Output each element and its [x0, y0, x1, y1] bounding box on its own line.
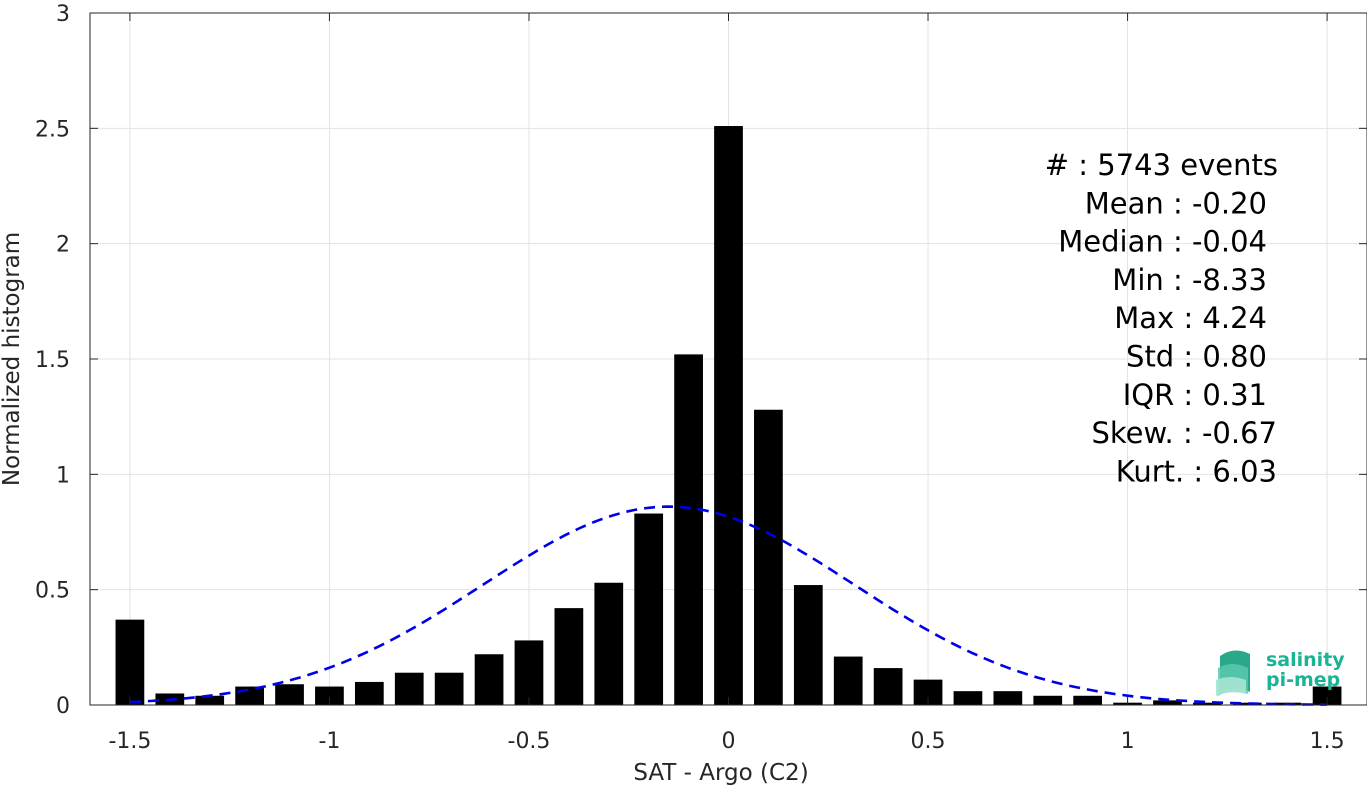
logo-line2: pi-mep: [1266, 669, 1340, 691]
histogram-bar: [674, 354, 703, 705]
histogram-bar: [434, 672, 464, 705]
stat-line: Kurt. : 6.03: [1116, 454, 1277, 488]
statistics-box: # : 5743 events Mean : -0.20 Median : -0.0…: [1045, 148, 1278, 488]
x-tick-label: -1: [318, 729, 340, 754]
stat-line: Std : 0.80: [1126, 340, 1267, 374]
histogram-bar: [554, 608, 584, 705]
histogram-bar: [754, 409, 783, 705]
histogram-bar: [235, 686, 264, 705]
histogram-bar: [394, 672, 424, 705]
stat-line: Mean : -0.20: [1085, 186, 1267, 220]
histogram-bar: [833, 656, 863, 705]
histogram-bar: [514, 640, 544, 705]
histogram-bars: [115, 126, 1342, 705]
y-tick-label: 3: [56, 2, 70, 27]
histogram-bar: [953, 691, 983, 705]
stat-line: Min : -8.33: [1112, 263, 1267, 297]
y-tick-label: 2.5: [35, 117, 70, 142]
y-axis-label: Normalized histogram: [0, 232, 25, 486]
histogram-bar: [714, 126, 743, 705]
histogram-bar: [594, 582, 624, 705]
histogram-bar: [1033, 695, 1063, 705]
stat-line: Skew. : -0.67: [1091, 416, 1277, 450]
y-tick-label: 1.5: [35, 348, 70, 373]
histogram-bar: [1153, 700, 1182, 705]
histogram-bar: [634, 513, 664, 705]
x-tick-label: 0.5: [911, 729, 946, 754]
y-axis-ticks: 0 0.5 1 1.5 2 2.5 3: [35, 2, 1367, 719]
x-tick-label: -0.5: [508, 729, 551, 754]
histogram-bar: [1193, 702, 1222, 705]
histogram-bar: [993, 691, 1023, 705]
stat-line: # : 5743 events: [1045, 148, 1278, 182]
histogram-bar: [793, 585, 823, 705]
histogram-bar: [195, 695, 225, 705]
y-tick-label: 0: [56, 694, 70, 719]
histogram-bar: [354, 681, 384, 705]
y-tick-label: 2: [56, 233, 70, 258]
stat-line: IQR : 0.31: [1123, 378, 1267, 412]
x-tick-label: 1: [1121, 729, 1135, 754]
histogram-bar: [275, 684, 304, 705]
histogram-bar: [873, 668, 903, 705]
x-tick-label: 1.5: [1310, 729, 1345, 754]
logo-wave-icon: [1216, 650, 1250, 696]
stat-line: Median : -0.04: [1058, 225, 1267, 259]
histogram-bar: [1073, 695, 1103, 705]
histogram-bar: [474, 654, 504, 705]
histogram-bar: [115, 619, 145, 705]
x-tick-label: 0: [722, 729, 736, 754]
histogram-bar: [1312, 686, 1342, 705]
histogram-bar: [315, 686, 344, 705]
x-axis-ticks: -1.5 -1 -0.5 0 0.5 1 1.5: [108, 13, 1345, 754]
stat-line: Max : 4.24: [1114, 301, 1267, 335]
histogram-bar: [1232, 702, 1262, 705]
gaussian-fit-curve: [129, 505, 1328, 706]
x-tick-label: -1.5: [108, 729, 151, 754]
y-tick-label: 0.5: [35, 579, 70, 604]
y-tick-label: 1: [56, 463, 70, 488]
x-axis-label: SAT - Argo (C2): [633, 760, 808, 786]
logo-line1: salinity: [1266, 649, 1345, 671]
salinity-pi-mep-logo: salinity pi-mep: [1216, 649, 1345, 696]
